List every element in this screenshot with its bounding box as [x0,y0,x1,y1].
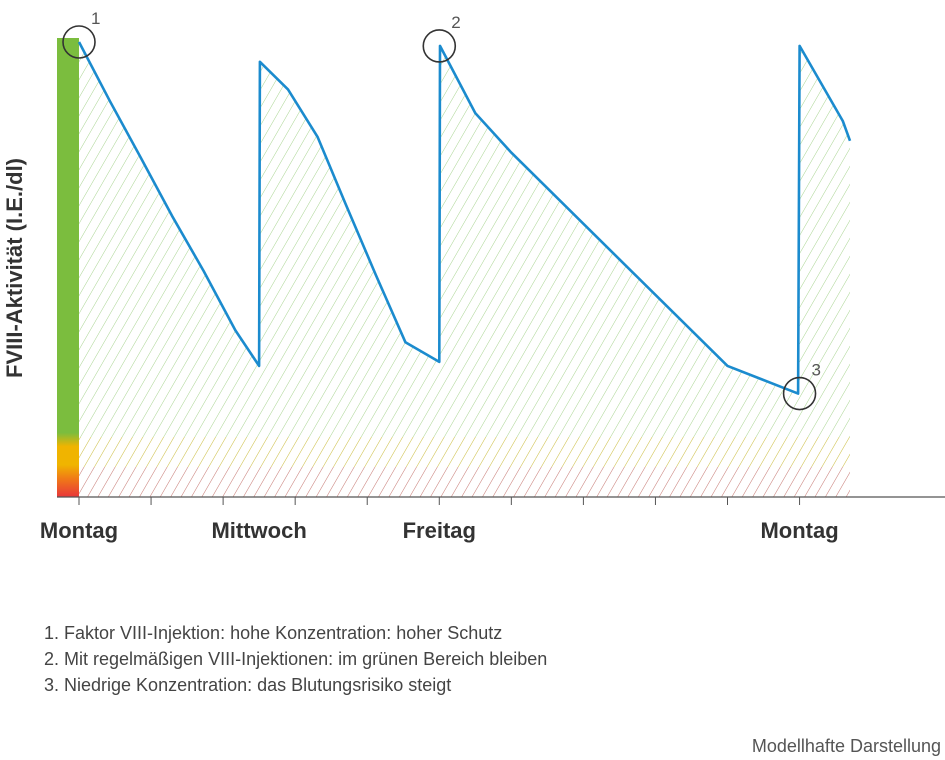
marker-label: 3 [812,361,821,380]
risk-zone-bar [57,38,79,497]
marker-circle [782,376,817,411]
x-axis-ticks [78,497,801,505]
marker-circle [422,29,457,63]
markers: 1 2 3 [62,9,821,411]
note-item: 3. Niedrige Konzentration: das Blutungsr… [44,675,452,695]
chart: 1 2 3 FVIII-Aktivität (I.E./dl) Montag Mitt… [2,9,945,543]
x-tick-label: Mittwoch [211,518,306,543]
x-tick-label: Montag [760,518,838,543]
marker-label: 2 [451,13,460,32]
x-tick-labels: Montag Mittwoch Freitag Montag [40,518,839,543]
notes-list: 1. Faktor VIII-Injektion: hohe Konzentra… [44,620,547,698]
note-item: 1. Faktor VIII-Injektion: hohe Konzentra… [44,623,503,643]
marker-circle [62,25,96,59]
x-tick-label: Montag [40,518,118,543]
y-axis-label: FVIII-Aktivität (I.E./dl) [2,158,27,378]
x-tick-label: Freitag [403,518,476,543]
marker-label: 1 [91,9,100,28]
series-line [77,41,852,395]
footer-note: Modellhafte Darstellung [751,736,941,756]
note-item: 2. Mit regelmäßigen VIII-Injektionen: im… [44,649,548,669]
